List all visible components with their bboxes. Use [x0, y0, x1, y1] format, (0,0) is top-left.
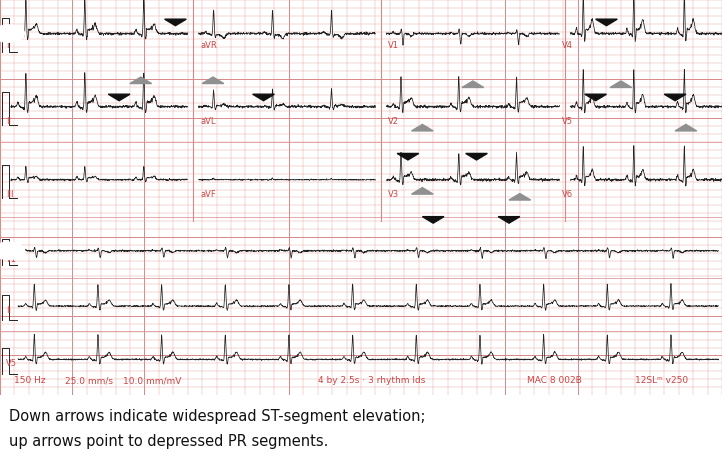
Text: II: II — [6, 306, 11, 315]
Text: 12SLᵐ v250: 12SLᵐ v250 — [635, 376, 689, 385]
Text: V2: V2 — [388, 116, 399, 125]
Text: Medscape: Medscape — [9, 454, 87, 468]
Circle shape — [0, 25, 25, 42]
Text: aVF: aVF — [201, 190, 217, 199]
Polygon shape — [422, 217, 444, 223]
Text: I: I — [6, 42, 8, 51]
Text: V4: V4 — [562, 42, 573, 51]
Text: V1: V1 — [388, 42, 399, 51]
Polygon shape — [462, 81, 484, 88]
Text: V5: V5 — [562, 116, 573, 125]
Polygon shape — [610, 81, 632, 88]
Text: 25.0 mm/s: 25.0 mm/s — [65, 376, 113, 385]
Text: III: III — [6, 190, 13, 199]
Text: 10.0 mm/mV: 10.0 mm/mV — [123, 376, 181, 385]
Polygon shape — [202, 77, 224, 84]
Polygon shape — [412, 124, 433, 131]
Text: V3: V3 — [388, 190, 399, 199]
Text: aVR: aVR — [201, 42, 217, 51]
Text: 4 by 2.5s · 3 rhythm lds: 4 by 2.5s · 3 rhythm lds — [318, 376, 425, 385]
Polygon shape — [585, 94, 606, 101]
Text: Down arrows indicate widespread ST-segment elevation;: Down arrows indicate widespread ST-segme… — [9, 409, 425, 423]
Polygon shape — [165, 19, 186, 26]
Polygon shape — [509, 193, 531, 200]
Text: V6: V6 — [562, 190, 573, 199]
Text: V5: V5 — [6, 359, 17, 368]
Polygon shape — [664, 94, 686, 101]
Polygon shape — [108, 94, 130, 101]
Polygon shape — [397, 153, 419, 160]
Text: 150 Hz: 150 Hz — [14, 376, 46, 385]
Polygon shape — [412, 188, 433, 194]
Polygon shape — [596, 19, 617, 26]
Circle shape — [0, 242, 25, 260]
Polygon shape — [466, 153, 487, 160]
Text: MAC 8 002B: MAC 8 002B — [527, 376, 582, 385]
Polygon shape — [130, 77, 152, 84]
Polygon shape — [675, 124, 697, 131]
Text: II: II — [6, 116, 11, 125]
Polygon shape — [498, 217, 520, 223]
Text: up arrows point to depressed PR segments.: up arrows point to depressed PR segments… — [9, 434, 328, 449]
Text: V1: V1 — [6, 255, 17, 264]
Polygon shape — [253, 94, 274, 101]
Text: aVL: aVL — [201, 116, 216, 125]
